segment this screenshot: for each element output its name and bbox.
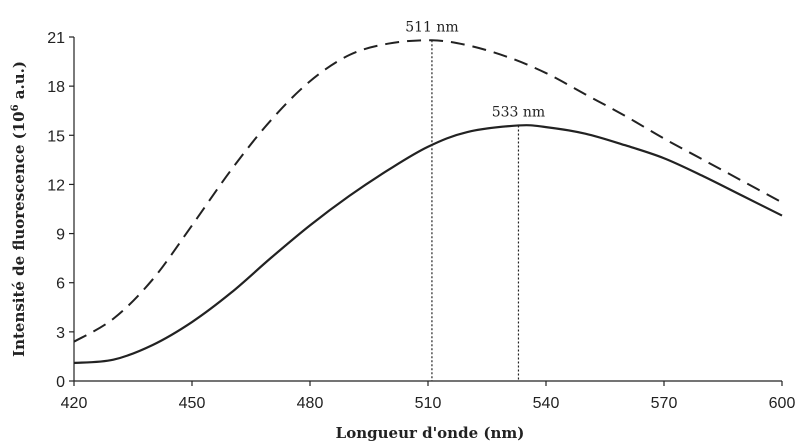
y-axis-title-main: Intensité de fluorescence (10: [10, 111, 28, 357]
y-tick-label: 9: [56, 227, 65, 244]
x-tick-label: 420: [61, 395, 88, 412]
x-tick-label: 450: [179, 395, 206, 412]
x-tick-label: 600: [769, 395, 796, 412]
y-tick-label: 0: [56, 374, 65, 391]
annotations: 511 nm 533 nm: [405, 19, 545, 381]
y-axis-title-exponent: 6: [10, 104, 21, 111]
x-tick-label: 480: [297, 395, 324, 412]
peak-label: 533 nm: [492, 104, 545, 120]
x-tick-label: 510: [415, 395, 442, 412]
series-layer: [73, 39, 783, 365]
y-axis-title: Intensité de fluorescence (106 a.u.): [10, 61, 28, 357]
peak-label: 511 nm: [405, 19, 458, 35]
series-line-dashed: [73, 39, 783, 343]
x-tick-label: 540: [533, 395, 560, 412]
y-tick-label: 18: [47, 79, 65, 96]
y-tick-label: 12: [47, 177, 65, 194]
axes: 0 3 6 9 12 15 18 21 420 450 480 510 540 570 600: [47, 30, 795, 412]
series-line-solid: [73, 124, 783, 365]
x-tick-label: 570: [651, 395, 678, 412]
y-axis-title-unit: a.u.): [10, 61, 28, 104]
y-tick-label: 15: [47, 128, 65, 145]
y-tick-label: 3: [56, 325, 65, 342]
y-tick-label: 6: [56, 276, 65, 293]
y-tick-label: 21: [47, 30, 65, 47]
x-axis-title: Longueur d'onde (nm): [336, 424, 525, 442]
